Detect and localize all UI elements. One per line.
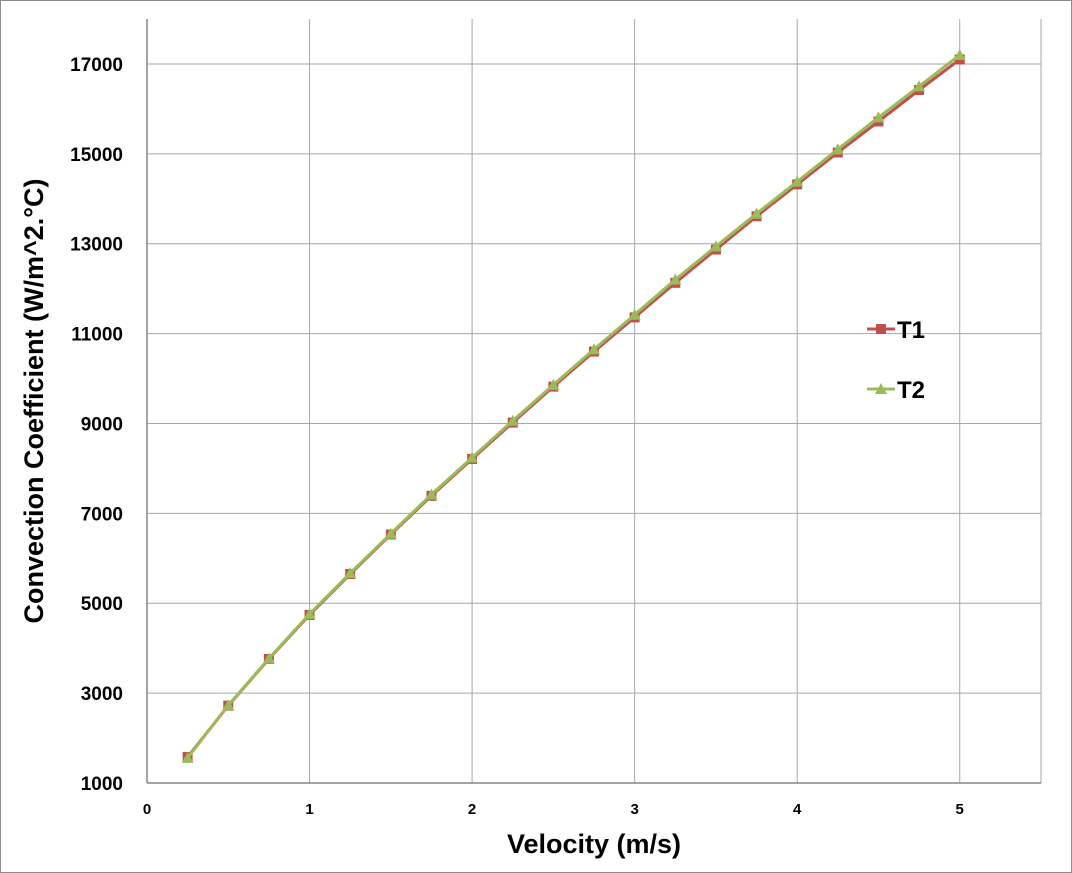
- x-tick-label: 5: [956, 801, 964, 818]
- data-point-t2: [384, 527, 397, 539]
- data-point-t2: [547, 378, 560, 390]
- data-point-t2: [913, 80, 926, 92]
- series-t2: [181, 48, 966, 763]
- data-point-t2: [303, 608, 316, 620]
- data-point-t2: [466, 451, 479, 463]
- x-tick-label: 0: [143, 801, 151, 818]
- y-tick-label: 17000: [70, 55, 123, 76]
- data-point-t2: [669, 273, 682, 285]
- data-point-t2: [262, 652, 275, 664]
- legend-label: T2: [897, 377, 925, 404]
- data-point-t2: [344, 567, 357, 579]
- data-point-t2: [588, 343, 600, 355]
- y-tick-label: 1000: [81, 774, 123, 795]
- legend-label: T1: [897, 317, 925, 344]
- legend-item-t1: T1: [867, 317, 925, 344]
- data-point-t2: [181, 751, 194, 763]
- x-tick-labels: 0 1 2 3 4 5: [143, 801, 964, 818]
- data-point-t2: [791, 175, 804, 187]
- y-tick-label: 11000: [71, 325, 123, 346]
- legend-swatch-marker: [876, 324, 886, 334]
- y-tick-label: 9000: [81, 414, 123, 435]
- y-tick-labels: 1000 3000 5000 7000 9000 11000 13000 15000 17000: [70, 55, 123, 795]
- y-tick-label: 5000: [81, 594, 123, 615]
- y-axis-title: Convection Coefficient (W/m^2.°C): [19, 178, 49, 623]
- data-point-t2: [425, 488, 438, 500]
- horizontal-gridlines: [147, 63, 1041, 694]
- data-point-t2: [628, 308, 641, 320]
- data-point-t2: [222, 699, 235, 711]
- x-tick-label: 2: [468, 801, 476, 818]
- x-tick-label: 3: [630, 801, 638, 818]
- legend-swatch-marker: [875, 383, 887, 394]
- data-point-t2: [750, 207, 763, 219]
- y-tick-label: 7000: [81, 504, 123, 525]
- y-tick-label: 15000: [70, 145, 123, 166]
- data-point-t2: [872, 111, 885, 123]
- data-point-t2: [506, 414, 519, 426]
- x-tick-label: 1: [305, 801, 313, 818]
- x-axis-title: Velocity (m/s): [507, 829, 681, 859]
- legend-item-t2: T2: [867, 377, 925, 404]
- vertical-gridlines: [309, 19, 1042, 783]
- series-line-t2: [186, 53, 961, 759]
- series-line-t1: [186, 58, 961, 758]
- series-layer: [181, 48, 966, 763]
- y-tick-label: 3000: [81, 684, 123, 705]
- data-point-t2: [709, 240, 722, 252]
- y-tick-label: 13000: [70, 235, 123, 256]
- series-t1: [182, 54, 965, 762]
- data-point-t2: [953, 48, 966, 60]
- legend: T1 T2: [867, 317, 925, 404]
- x-tick-label: 4: [793, 801, 802, 818]
- data-point-t2: [831, 143, 844, 155]
